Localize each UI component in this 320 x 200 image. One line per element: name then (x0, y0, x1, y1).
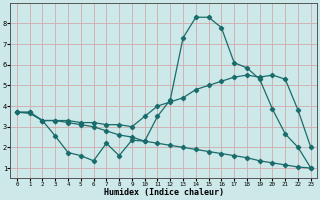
X-axis label: Humidex (Indice chaleur): Humidex (Indice chaleur) (104, 188, 224, 197)
